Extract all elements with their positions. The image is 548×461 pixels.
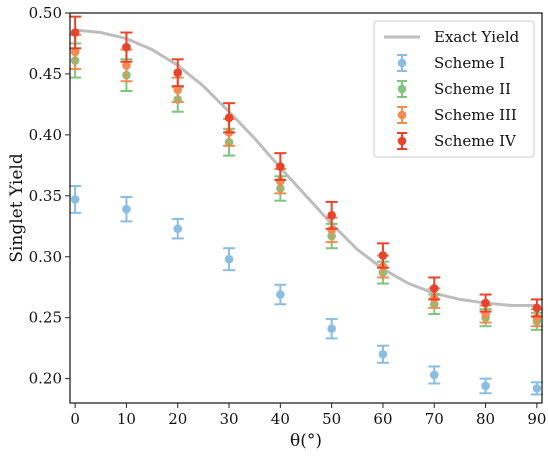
data-point (122, 42, 131, 52)
legend-box (373, 20, 535, 158)
y-tick-label: 0.25 (29, 309, 62, 327)
legend: Exact Yield Scheme I Scheme II Scheme III Sc… (373, 20, 535, 158)
data-point (70, 28, 80, 37)
legend-label: Scheme II (434, 80, 511, 98)
legend-label: Scheme III (434, 106, 517, 124)
x-axis-ticks: 0 10 20 30 40 50 60 70 80 90 (70, 403, 546, 428)
x-tick-label: 30 (219, 410, 238, 428)
y-tick-label: 0.45 (29, 65, 62, 83)
data-point (532, 303, 542, 313)
data-point (173, 224, 183, 234)
data-point (532, 384, 542, 393)
data-point (481, 298, 490, 308)
y-tick-label: 0.30 (29, 248, 62, 266)
data-point (429, 370, 439, 380)
x-tick-label: 90 (527, 410, 546, 428)
data-point (378, 349, 388, 359)
x-tick-label: 0 (70, 410, 80, 428)
y-tick-label: 0.50 (29, 4, 62, 22)
data-point (378, 251, 388, 260)
y-axis-label: Singlet Yield (7, 153, 27, 263)
data-point (429, 284, 439, 293)
legend-label: Scheme I (434, 54, 505, 72)
y-tick-label: 0.35 (29, 187, 62, 205)
x-axis-label: θ(°) (290, 431, 322, 451)
y-axis-ticks: 0.20 0.25 0.30 0.35 0.40 0.45 0.50 (29, 4, 70, 388)
data-point (327, 211, 336, 220)
data-point (224, 113, 234, 123)
plot-frame (69, 12, 543, 404)
data-point (224, 254, 234, 264)
series-4 (69, 15, 543, 318)
data-point (70, 47, 80, 57)
data-point (327, 324, 336, 333)
x-tick-label: 50 (322, 410, 341, 428)
y-tick-label: 0.20 (29, 370, 62, 388)
x-tick-label: 40 (271, 410, 290, 428)
x-tick-label: 60 (373, 410, 392, 428)
series-1 (69, 185, 543, 396)
data-point (173, 68, 183, 78)
legend-label: Exact Yield (434, 28, 520, 46)
data-point (481, 381, 490, 391)
legend-marker-swatch (397, 84, 407, 94)
x-tick-label: 80 (476, 410, 495, 428)
legend-marker-swatch (397, 136, 407, 146)
data-point (122, 61, 131, 70)
legend-label: Scheme IV (434, 132, 517, 150)
x-tick-label: 70 (425, 410, 444, 428)
exact-yield-line (73, 28, 539, 307)
data-point (122, 204, 131, 214)
x-tick-label: 10 (117, 410, 136, 428)
data-marks (69, 15, 543, 396)
data-point (70, 195, 80, 204)
data-point (276, 162, 285, 171)
data-point (173, 85, 183, 95)
x-tick-label: 20 (168, 410, 187, 428)
data-point (276, 290, 285, 299)
legend-marker-swatch (397, 58, 407, 68)
y-tick-label: 0.40 (29, 126, 62, 144)
legend-marker-swatch (397, 110, 407, 120)
